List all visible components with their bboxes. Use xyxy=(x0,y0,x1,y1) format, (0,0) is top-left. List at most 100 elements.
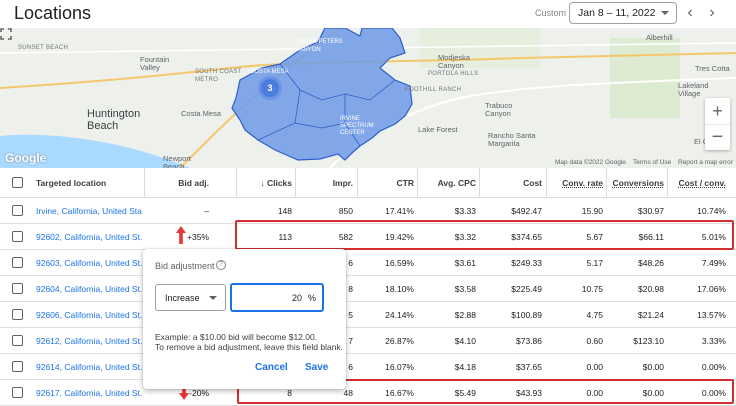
location-link[interactable]: 92614, California, United St... xyxy=(36,361,142,372)
map-label: Fountain Valley xyxy=(140,55,170,72)
table-header-row: Targeted location Bid adj. ↓ Clicks Impr… xyxy=(0,168,736,198)
terms-link[interactable]: Terms of Use xyxy=(633,159,672,166)
map-label: Newport Beach xyxy=(163,154,191,169)
ocean xyxy=(0,134,190,168)
bid-adjustment-popup: Bid adjustment ? Increase 20 % Example: … xyxy=(143,249,346,389)
map-label: SOUTH COAST METRO xyxy=(195,69,242,83)
impr-cell: 582 xyxy=(338,231,353,242)
clicks-cell: 113 xyxy=(278,231,292,242)
column-header-conv-rate[interactable]: Conv. rate xyxy=(562,177,603,188)
location-link[interactable]: 92612, California, United St... xyxy=(36,335,142,346)
map-label: PORTOLA HILLS xyxy=(428,71,479,77)
impr-cell: 6 xyxy=(348,361,353,372)
impr-cell: 6 xyxy=(348,257,353,268)
column-header-cost-conv[interactable]: Cost / conv. xyxy=(678,177,726,188)
avg-cpc-cell: $3.32 xyxy=(454,231,476,242)
date-range-select[interactable]: Jan 8 – 11, 2022 xyxy=(569,2,677,24)
cost-cell: $73.86 xyxy=(516,335,542,346)
cost-conv-cell: 13.57% xyxy=(697,309,726,320)
map-label: Costa Mesa xyxy=(181,109,222,118)
row-checkbox[interactable] xyxy=(12,387,23,398)
save-button[interactable]: Save xyxy=(305,362,329,373)
row-checkbox[interactable] xyxy=(12,231,23,242)
map-cluster-marker[interactable]: 3 xyxy=(261,79,279,97)
impr-cell: 850 xyxy=(338,205,353,216)
cost-cell: $225.49 xyxy=(511,283,542,294)
select-all-checkbox[interactable] xyxy=(12,177,23,188)
zoom-in-button[interactable]: + xyxy=(712,101,723,121)
conversions-cell: $0.00 xyxy=(642,361,664,372)
location-link[interactable]: 92617, California, United St... xyxy=(36,387,142,398)
column-header-clicks[interactable]: ↓ Clicks xyxy=(260,177,292,188)
row-checkbox[interactable] xyxy=(12,335,23,346)
chevron-left-icon[interactable]: ‹ xyxy=(687,4,693,21)
park-area xyxy=(610,38,680,118)
help-circle-icon[interactable]: ? xyxy=(216,260,226,270)
cost-conv-cell: 5.01% xyxy=(701,231,726,242)
conversions-cell: $48.26 xyxy=(638,257,664,268)
conv-rate-cell: 5.67 xyxy=(586,231,603,242)
conversions-cell: $20.98 xyxy=(638,283,664,294)
cost-cell: $249.33 xyxy=(511,257,542,268)
table-row: 92617, California, United St... -20% 8 4… xyxy=(0,380,736,406)
map-label: Tres Cotta xyxy=(695,64,730,73)
conv-rate-cell: 5.17 xyxy=(586,257,603,268)
select-value: Increase xyxy=(165,293,200,303)
column-header-bid-adj[interactable]: Bid adj. xyxy=(178,177,209,188)
map-label: IRVINE SPECTRUM CENTER xyxy=(340,116,374,136)
table-row: 92614, California, United St... 6 16.07%… xyxy=(0,354,736,380)
map-label: Lake Forest xyxy=(418,125,458,134)
column-header-ctr[interactable]: CTR xyxy=(396,177,414,188)
impr-cell: 7 xyxy=(348,335,353,346)
map-label: Huntington Beach xyxy=(87,108,141,132)
fullscreen-icon[interactable] xyxy=(0,28,12,40)
row-checkbox[interactable] xyxy=(12,309,23,320)
adjustment-direction-select[interactable]: Increase xyxy=(155,284,226,311)
column-header-impr[interactable]: Impr. xyxy=(332,177,353,188)
irvine-region xyxy=(231,28,413,161)
dropdown-caret-icon xyxy=(661,11,669,15)
cancel-button[interactable]: Cancel xyxy=(255,362,288,373)
avg-cpc-cell: $4.10 xyxy=(454,335,476,346)
locations-map[interactable]: SUNSET BEACH Fountain Valley SOUTH COAST… xyxy=(0,28,736,168)
location-link[interactable]: 92603, California, United St... xyxy=(36,257,142,268)
bid-adj-cell[interactable]: -20% xyxy=(189,387,209,398)
column-header-location[interactable]: Targeted location xyxy=(36,177,107,188)
row-checkbox[interactable] xyxy=(12,205,23,216)
row-checkbox[interactable] xyxy=(12,283,23,294)
row-checkbox[interactable] xyxy=(12,361,23,372)
chevron-right-icon[interactable]: › xyxy=(709,4,715,21)
map-label: Alberhill xyxy=(646,33,673,42)
cost-conv-cell: 0.00% xyxy=(701,387,726,398)
column-header-conversions[interactable]: Conversions xyxy=(612,177,665,188)
cost-conv-cell: 7.49% xyxy=(701,257,726,268)
zoom-out-button[interactable]: − xyxy=(705,124,730,150)
map-label: Trabuco Canyon xyxy=(485,101,513,118)
column-header-avg-cpc[interactable]: Avg. CPC xyxy=(437,177,476,188)
cost-conv-cell: 10.74% xyxy=(697,205,726,216)
map-label: SUNSET BEACH xyxy=(18,45,69,51)
location-link[interactable]: 92602, California, United St... xyxy=(36,231,142,242)
avg-cpc-cell: $3.58 xyxy=(454,283,476,294)
location-link[interactable]: 92604, California, United St... xyxy=(36,283,142,294)
bid-adj-cell[interactable]: +35% xyxy=(187,231,209,242)
conv-rate-cell: 0.60 xyxy=(586,335,603,346)
location-link[interactable]: 92606, California, United St... xyxy=(36,309,142,320)
location-link[interactable]: Irvine, California, United Stat... xyxy=(36,205,142,216)
table-row: 92602, California, United St... +35% 113… xyxy=(0,224,736,250)
cost-cell: $43.93 xyxy=(516,387,542,398)
map-label: Lakeland Village xyxy=(678,81,709,98)
conv-rate-cell: 4.75 xyxy=(586,309,603,320)
ctr-cell: 16.07% xyxy=(385,361,414,372)
column-header-cost[interactable]: Cost xyxy=(523,177,542,188)
table-row: 92604, California, United St... 8 18.10%… xyxy=(0,276,736,302)
report-map-error-link[interactable]: Report a map error xyxy=(678,159,733,166)
bid-adj-cell[interactable]: – xyxy=(204,205,209,216)
row-checkbox[interactable] xyxy=(12,257,23,268)
impr-cell: 5 xyxy=(348,309,353,320)
bid-percent-input[interactable]: 20 xyxy=(230,283,324,312)
map-label: FOOTHILL RANCH xyxy=(405,87,462,93)
page-header: Locations Custom Jan 8 – 11, 2022 ‹ › xyxy=(0,0,736,28)
ctr-cell: 18.10% xyxy=(385,283,414,294)
cost-cell: $492.47 xyxy=(511,205,542,216)
